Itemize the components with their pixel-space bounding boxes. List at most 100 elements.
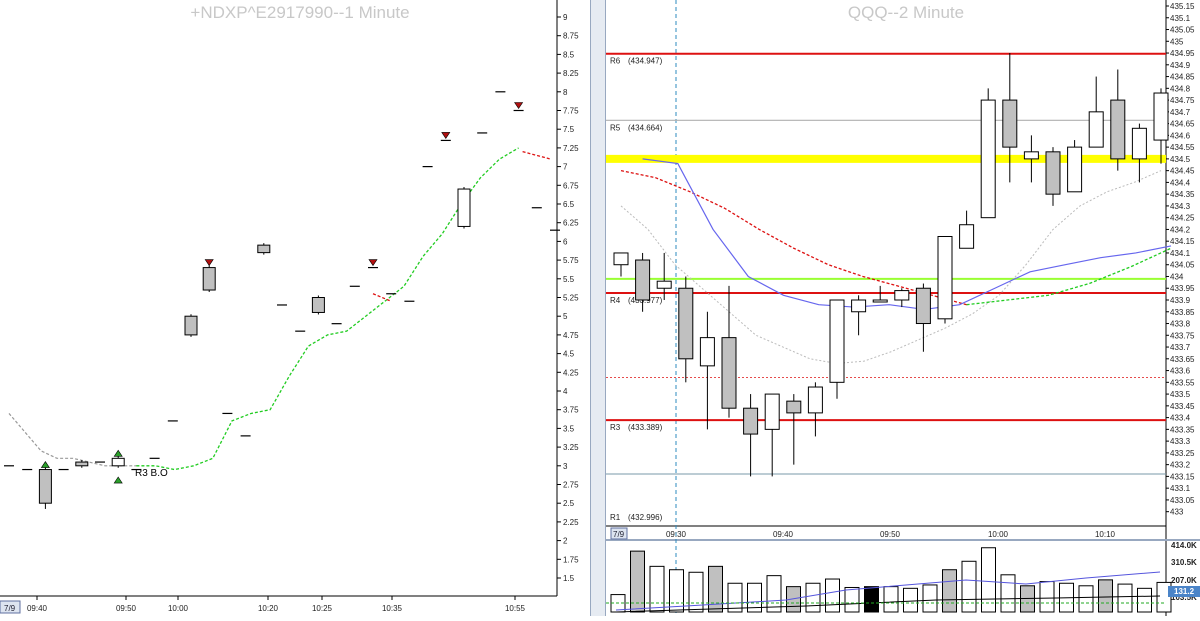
left-x-tick-label: 10:25 bbox=[312, 604, 333, 613]
right-candle-bull bbox=[980, 99, 996, 219]
left-y-tick-label: 2.75 bbox=[563, 481, 579, 490]
right-y-tick-label: 433.4 bbox=[1170, 414, 1191, 423]
right-y-tick-label: 434.65 bbox=[1170, 120, 1195, 129]
left-y-tick-label: 8 bbox=[563, 88, 568, 97]
left-y-tick-label: 5 bbox=[563, 312, 568, 321]
left-candles bbox=[4, 91, 560, 509]
left-y-tick-label: 6.25 bbox=[563, 219, 579, 228]
right-y-tick-label: 434.2 bbox=[1170, 225, 1191, 234]
left-chart-panel: +NDXP^E2917990--1 Minute R3 B.O 9 8.75 8.5… bbox=[0, 0, 590, 616]
volume-bar bbox=[669, 569, 684, 613]
volume-bar bbox=[708, 565, 723, 613]
left-x-tick-label: 09:40 bbox=[27, 604, 48, 613]
right-y-tick-label: 434.4 bbox=[1170, 178, 1191, 187]
left-scale-button[interactable] bbox=[0, 600, 21, 614]
right-candle-bull bbox=[894, 290, 910, 301]
left-y-tick-label: 3.75 bbox=[563, 406, 579, 415]
right-y-tick-label: 434.5 bbox=[1170, 155, 1191, 164]
left-scale-label: 7/9 bbox=[4, 604, 16, 613]
left-y-tick-label: 6 bbox=[563, 237, 568, 246]
right-y-tick-label: 434.75 bbox=[1170, 96, 1195, 105]
right-y-tick-label: 433.7 bbox=[1170, 343, 1191, 352]
pivot-label-r3: R3 bbox=[610, 423, 621, 432]
right-y-axis: 435.15 435.1 435.05 435 434.95 434.9 434.85 434… bbox=[1166, 2, 1195, 517]
right-y-tick-label: 433.95 bbox=[1170, 284, 1195, 293]
right-y-tick-label: 434.25 bbox=[1170, 214, 1195, 223]
buy-signal-icon bbox=[113, 476, 123, 484]
volume-current-label: 131.2 bbox=[1174, 587, 1195, 596]
volume-bar bbox=[942, 569, 957, 613]
left-x-tick-label: 10:35 bbox=[382, 604, 403, 613]
panel-divider[interactable] bbox=[590, 0, 606, 616]
ndxp-chart: +NDXP^E2917990--1 Minute R3 B.O 9 8.75 8.5… bbox=[0, 0, 579, 614]
right-y-tick-label: 434.45 bbox=[1170, 167, 1195, 176]
right-y-tick-label: 433.3 bbox=[1170, 437, 1191, 446]
right-candle-bull bbox=[959, 224, 975, 249]
volume-bar bbox=[864, 586, 879, 613]
pivot-label-r4: R4 bbox=[610, 296, 621, 305]
right-y-tick-label: 434.7 bbox=[1170, 108, 1191, 117]
right-y-tick-label: 433.35 bbox=[1170, 425, 1195, 434]
right-x-axis: 09:30 09:40 09:50 10:00 10:10 bbox=[666, 530, 1116, 539]
volume-bar bbox=[1117, 583, 1133, 613]
right-candle-bull bbox=[656, 280, 672, 289]
left-candle-bear bbox=[311, 297, 325, 313]
volume-bar bbox=[1137, 587, 1152, 613]
left-y-tick-label: 4.25 bbox=[563, 368, 579, 377]
yellow-band bbox=[606, 154, 1166, 163]
volume-current-badge bbox=[1168, 586, 1200, 597]
volume-bar bbox=[1078, 585, 1094, 613]
left-y-tick-label: 9 bbox=[563, 13, 568, 22]
left-y-tick-label: 7 bbox=[563, 163, 568, 172]
right-y-tick-label: 433.15 bbox=[1170, 472, 1195, 481]
left-y-axis: 9 8.75 8.5 8.25 8 7.75 7.5 7.25 7 6.75 6.5 6.25 6 5.7… bbox=[557, 13, 579, 583]
sell-signal-icon bbox=[204, 259, 214, 267]
right-candle-bear bbox=[721, 337, 737, 409]
right-y-tick-label: 435.05 bbox=[1170, 26, 1195, 35]
left-y-tick-label: 5.25 bbox=[563, 294, 579, 303]
right-candle-bear bbox=[743, 407, 759, 435]
volume-tick-label: 207.0K bbox=[1171, 576, 1197, 585]
right-candle-bull bbox=[1088, 111, 1104, 148]
pivot-label-r5: R5 bbox=[610, 123, 621, 132]
right-y-tick-label: 433.65 bbox=[1170, 355, 1195, 364]
volume-tick-label: 414.0K bbox=[1171, 541, 1197, 550]
volume-bar bbox=[922, 584, 938, 613]
red-dashed-ma bbox=[620, 170, 967, 306]
right-candle-bull bbox=[937, 235, 953, 320]
right-y-tick-label: 433.45 bbox=[1170, 402, 1195, 411]
left-y-tick-label: 7.75 bbox=[563, 107, 579, 116]
left-y-tick-label: 6.5 bbox=[563, 200, 575, 209]
volume-bar bbox=[844, 586, 860, 613]
volume-bar bbox=[903, 587, 918, 613]
right-scale-button[interactable] bbox=[610, 527, 628, 540]
right-y-tick-label: 434.3 bbox=[1170, 202, 1191, 211]
volume-bar bbox=[825, 578, 840, 613]
right-candles bbox=[613, 53, 1169, 477]
pivot-label-r6: R6 bbox=[610, 57, 621, 66]
right-y-tick-label: 434.35 bbox=[1170, 190, 1195, 199]
pivot-value-r3: (433.389) bbox=[628, 423, 663, 432]
left-red-trail-end bbox=[522, 151, 551, 160]
right-y-tick-label: 434.05 bbox=[1170, 261, 1195, 270]
pivot-label-r1: R1 bbox=[610, 513, 621, 522]
left-candle-bear bbox=[257, 244, 271, 254]
left-x-tick-label: 10:55 bbox=[505, 604, 526, 613]
left-y-tick-label: 2 bbox=[563, 537, 568, 546]
right-candle-bull bbox=[1153, 92, 1169, 141]
right-y-tick-label: 434.85 bbox=[1170, 73, 1195, 82]
right-x-tick-label: 10:00 bbox=[988, 530, 1009, 539]
left-y-tick-label: 1.75 bbox=[563, 555, 579, 564]
right-candle-bull bbox=[764, 393, 780, 430]
right-candle-bear bbox=[915, 287, 931, 325]
volume-bar bbox=[981, 547, 996, 613]
right-candle-bear bbox=[1110, 99, 1126, 160]
blue-ma bbox=[642, 158, 1172, 311]
r3-breakout-annotation: R3 B.O bbox=[135, 468, 168, 479]
right-chart-panel: QQQ--2 Minute R6 (434.947) R5 (434.664) R4 (4… bbox=[606, 0, 1200, 616]
right-y-tick-label: 433.6 bbox=[1170, 367, 1191, 376]
pivot-value-r1: (432.996) bbox=[628, 513, 663, 522]
right-x-tick-label: 10:10 bbox=[1095, 530, 1116, 539]
volume-bar bbox=[688, 571, 704, 613]
volume-bar bbox=[961, 560, 977, 613]
